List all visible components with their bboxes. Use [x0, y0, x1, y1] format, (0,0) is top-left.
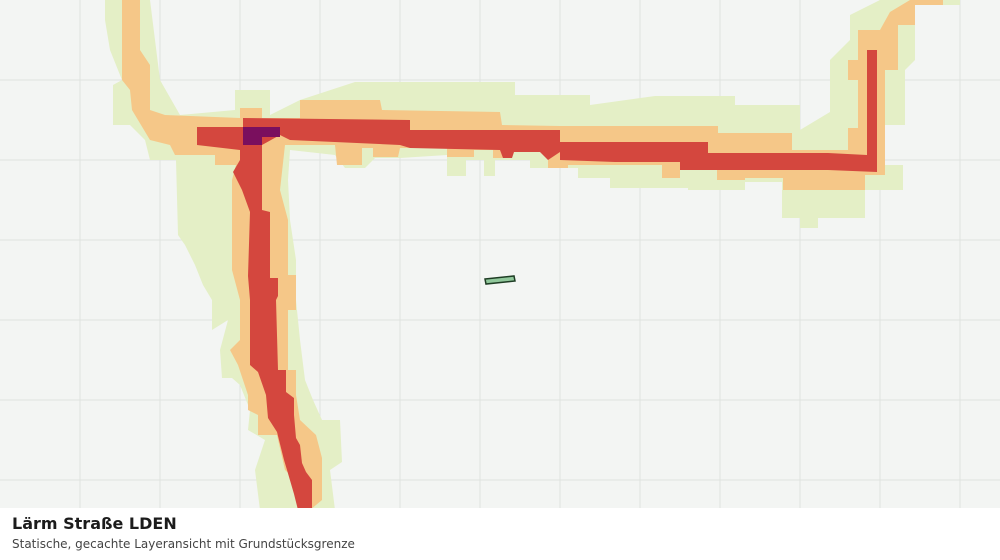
noise-zone-high	[197, 50, 877, 510]
map-title: Lärm Straße LDEN	[12, 514, 177, 533]
parcel-boundary	[484, 275, 516, 285]
caption-panel: Lärm Straße LDEN Statische, gecachte Lay…	[0, 508, 1000, 560]
map-subtitle: Statische, gecachte Layeransicht mit Gru…	[12, 537, 355, 551]
noise-zone-peak	[243, 127, 280, 145]
